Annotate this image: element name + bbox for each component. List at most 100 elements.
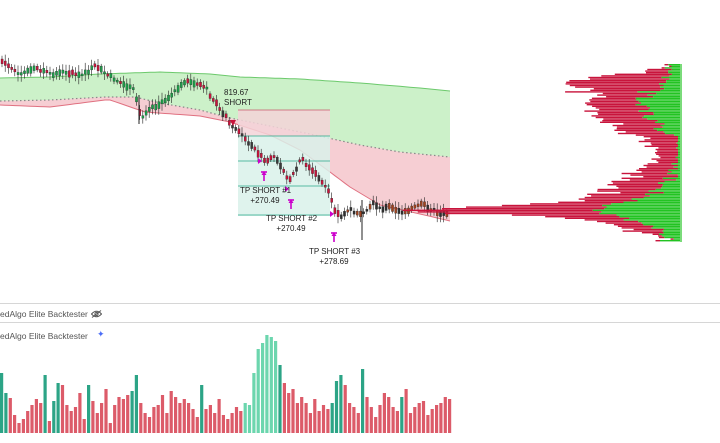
profile-bar-bear — [622, 178, 663, 179]
volume-bar — [148, 417, 151, 433]
profile-bar-bear — [630, 179, 676, 180]
sparkle-icon[interactable]: ✦ — [97, 329, 105, 340]
profile-bar-bear — [653, 234, 659, 235]
profile-bar-bull — [678, 174, 680, 175]
pane-divider-bottom[interactable] — [0, 322, 720, 323]
profile-bar-bull — [639, 101, 680, 102]
profile-bar-bear — [597, 112, 653, 113]
volume-bar — [183, 399, 186, 433]
candle-body — [279, 163, 281, 169]
profile-bar-bear — [652, 144, 679, 145]
profile-bar-bull — [663, 230, 680, 231]
profile-bar-bear — [594, 88, 664, 89]
profile-bar-bear — [645, 146, 678, 147]
profile-bar-bear — [566, 82, 666, 83]
profile-bar-bear — [665, 64, 669, 65]
profile-bar-bull — [664, 88, 680, 89]
candle-body — [81, 74, 83, 76]
profile-bar-bear — [613, 125, 661, 126]
candle-body — [123, 82, 125, 88]
indicator-title-main[interactable]: edAlgo Elite Backtester — [0, 309, 88, 319]
candle-body — [151, 105, 153, 109]
eye-icon[interactable] — [91, 310, 102, 318]
profile-bar-bear — [606, 222, 642, 223]
tp2-label: TP SHORT #2 — [266, 214, 316, 224]
profile-bar-bull — [656, 189, 680, 190]
volume-bar — [144, 413, 147, 433]
volume-bar — [70, 411, 73, 433]
candle-body — [177, 85, 179, 92]
profile-bar-bull — [664, 229, 680, 230]
profile-bar-bear — [659, 155, 678, 156]
tp1-value: +270.49 — [240, 196, 290, 206]
profile-bar-bear — [615, 74, 672, 75]
candle-body — [55, 71, 57, 75]
tp3-label: TP SHORT #3 — [309, 247, 359, 257]
candle-body — [350, 207, 352, 210]
profile-bar-bear — [403, 210, 593, 211]
profile-bar-bear — [585, 200, 638, 201]
volume-bar — [352, 407, 355, 433]
profile-bar-bull — [666, 82, 680, 83]
profile-bar-bull — [647, 118, 680, 119]
volume-bar — [435, 405, 438, 433]
profile-bar-bull — [636, 99, 680, 100]
volume-bar — [109, 423, 112, 433]
profile-bar-bull — [667, 173, 680, 174]
profile-bar-bull — [637, 200, 680, 201]
profile-bar-bull — [647, 94, 680, 95]
candle-body — [231, 125, 233, 128]
volume-bar — [405, 389, 408, 433]
volume-bar — [222, 415, 225, 433]
volume-bar — [218, 399, 221, 433]
profile-bar-bull — [669, 78, 680, 79]
volume-bar — [191, 409, 194, 433]
profile-bar-bull — [604, 208, 680, 209]
volume-bar — [174, 397, 177, 433]
volume-bar — [226, 419, 229, 433]
profile-bar-bull — [668, 170, 680, 171]
candle-body — [375, 203, 377, 210]
profile-bar-bear — [634, 229, 664, 230]
profile-bar-bull — [593, 210, 680, 211]
profile-bar-bull — [624, 219, 680, 220]
volume-bar — [100, 403, 103, 433]
profile-bar-bull — [668, 72, 680, 73]
profile-bar-bear — [601, 75, 669, 76]
profile-bar-bull — [637, 91, 680, 92]
candle-body — [289, 177, 291, 182]
profile-bar-bull — [661, 77, 680, 78]
profile-bar-bull — [644, 115, 680, 116]
candle-body — [126, 84, 128, 91]
indicator-title-volume[interactable]: edAlgo Elite Backtester — [0, 331, 88, 341]
volume-bar — [178, 403, 181, 433]
profile-bar-bear — [647, 166, 674, 167]
profile-bar-bear — [599, 109, 648, 110]
candle-body — [286, 176, 288, 180]
profile-bar-bear — [644, 136, 678, 137]
profile-bar-bear — [585, 197, 644, 198]
candle-body — [244, 137, 246, 142]
volume-bar — [374, 417, 377, 433]
candle-body — [4, 61, 6, 66]
profile-bar-bull — [658, 182, 680, 183]
candle-body — [340, 215, 342, 219]
profile-bar-bull — [678, 158, 680, 159]
profile-bar-bull — [678, 146, 680, 147]
candle-body — [62, 70, 64, 73]
profile-bar-bull — [678, 138, 680, 139]
profile-bar-bull — [636, 104, 680, 105]
volume-bar — [131, 391, 134, 433]
profile-bar-bull — [663, 126, 680, 127]
volume-bar — [305, 403, 308, 433]
tp3-value: +278.69 — [309, 257, 359, 267]
candle-body — [391, 205, 393, 212]
profile-bar-bull — [665, 123, 681, 124]
profile-bar-bear — [655, 152, 678, 153]
profile-bar-bull — [665, 181, 681, 182]
candle-body — [238, 129, 240, 134]
candle-body — [366, 209, 368, 211]
profile-bar-bull — [659, 83, 680, 84]
